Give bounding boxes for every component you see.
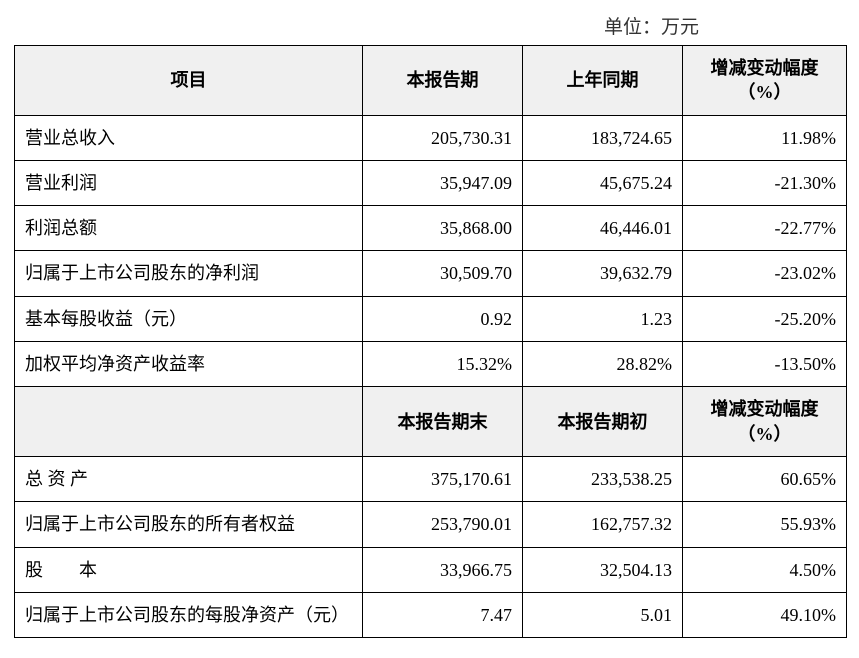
cell-current: 375,170.61 xyxy=(363,456,523,501)
header-current-period: 本报告期 xyxy=(363,46,523,116)
table-row: 加权平均净资产收益率 15.32% 28.82% -13.50% xyxy=(15,342,847,387)
cell-change: 4.50% xyxy=(683,547,847,592)
table-row: 归属于上市公司股东的每股净资产（元） 7.47 5.01 49.10% xyxy=(15,592,847,637)
cell-current: 15.32% xyxy=(363,342,523,387)
row-label: 营业总收入 xyxy=(15,115,363,160)
header-item: 项目 xyxy=(15,46,363,116)
cell-prior: 5.01 xyxy=(523,592,683,637)
row-label: 归属于上市公司股东的净利润 xyxy=(15,251,363,296)
cell-prior: 32,504.13 xyxy=(523,547,683,592)
unit-label: 单位：万元 xyxy=(14,12,845,39)
header-prior-period: 上年同期 xyxy=(523,46,683,116)
row-label: 归属于上市公司股东的每股净资产（元） xyxy=(15,592,363,637)
table-row: 归属于上市公司股东的净利润 30,509.70 39,632.79 -23.02… xyxy=(15,251,847,296)
table-row: 利润总额 35,868.00 46,446.01 -22.77% xyxy=(15,206,847,251)
cell-change: 11.98% xyxy=(683,115,847,160)
cell-change: -21.30% xyxy=(683,160,847,205)
cell-prior: 28.82% xyxy=(523,342,683,387)
subheader-period-end: 本报告期末 xyxy=(363,387,523,457)
cell-current: 30,509.70 xyxy=(363,251,523,296)
header-row-2: 本报告期末 本报告期初 增减变动幅度（%） xyxy=(15,387,847,457)
table-row: 基本每股收益（元） 0.92 1.23 -25.20% xyxy=(15,296,847,341)
header-change: 增减变动幅度（%） xyxy=(683,46,847,116)
financial-table: 项目 本报告期 上年同期 增减变动幅度（%） 营业总收入 205,730.31 … xyxy=(14,45,847,638)
table-row: 总 资 产 375,170.61 233,538.25 60.65% xyxy=(15,456,847,501)
cell-change: -22.77% xyxy=(683,206,847,251)
header-row-1: 项目 本报告期 上年同期 增减变动幅度（%） xyxy=(15,46,847,116)
table-row: 营业总收入 205,730.31 183,724.65 11.98% xyxy=(15,115,847,160)
table-row: 股 本 33,966.75 32,504.13 4.50% xyxy=(15,547,847,592)
cell-prior: 46,446.01 xyxy=(523,206,683,251)
row-label: 利润总额 xyxy=(15,206,363,251)
cell-prior: 183,724.65 xyxy=(523,115,683,160)
cell-current: 35,868.00 xyxy=(363,206,523,251)
cell-current: 205,730.31 xyxy=(363,115,523,160)
cell-current: 35,947.09 xyxy=(363,160,523,205)
cell-change: 49.10% xyxy=(683,592,847,637)
row-label: 股 本 xyxy=(15,547,363,592)
row-label: 加权平均净资产收益率 xyxy=(15,342,363,387)
row-label: 基本每股收益（元） xyxy=(15,296,363,341)
cell-change: -13.50% xyxy=(683,342,847,387)
cell-prior: 39,632.79 xyxy=(523,251,683,296)
cell-prior: 45,675.24 xyxy=(523,160,683,205)
cell-current: 7.47 xyxy=(363,592,523,637)
subheader-blank xyxy=(15,387,363,457)
cell-change: 55.93% xyxy=(683,502,847,547)
subheader-change: 增减变动幅度（%） xyxy=(683,387,847,457)
row-label: 营业利润 xyxy=(15,160,363,205)
cell-change: -25.20% xyxy=(683,296,847,341)
cell-prior: 162,757.32 xyxy=(523,502,683,547)
row-label: 总 资 产 xyxy=(15,456,363,501)
cell-current: 0.92 xyxy=(363,296,523,341)
cell-prior: 1.23 xyxy=(523,296,683,341)
table-row: 归属于上市公司股东的所有者权益 253,790.01 162,757.32 55… xyxy=(15,502,847,547)
cell-current: 33,966.75 xyxy=(363,547,523,592)
cell-current: 253,790.01 xyxy=(363,502,523,547)
subheader-period-begin: 本报告期初 xyxy=(523,387,683,457)
cell-prior: 233,538.25 xyxy=(523,456,683,501)
table-row: 营业利润 35,947.09 45,675.24 -21.30% xyxy=(15,160,847,205)
row-label: 归属于上市公司股东的所有者权益 xyxy=(15,502,363,547)
cell-change: -23.02% xyxy=(683,251,847,296)
cell-change: 60.65% xyxy=(683,456,847,501)
